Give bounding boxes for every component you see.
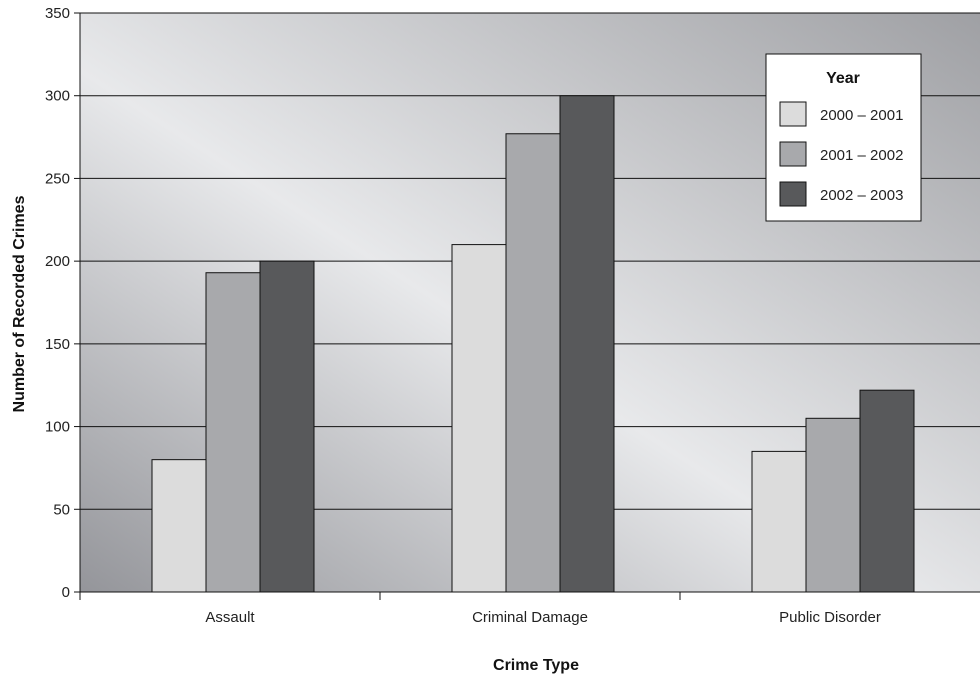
legend: Year 2000 – 2001 2001 – 2002 2002 – 2003 bbox=[765, 53, 922, 222]
y-tick-labels: 0 50 100 150 200 250 300 350 bbox=[45, 5, 70, 601]
y-tick-label-250: 250 bbox=[45, 170, 70, 187]
y-tick-label-100: 100 bbox=[45, 419, 70, 436]
axes bbox=[74, 12, 980, 600]
bar-criminal-damage-series-0 bbox=[451, 244, 507, 593]
bar-assault-series-2 bbox=[259, 260, 315, 593]
bar-public-disorder-series-1 bbox=[805, 417, 861, 593]
y-tick-label-0: 0 bbox=[62, 584, 70, 601]
y-tick-label-200: 200 bbox=[45, 253, 70, 270]
y-tick-label-300: 300 bbox=[45, 88, 70, 105]
y-axis-title: Number of Recorded Crimes bbox=[11, 195, 28, 412]
bar-public-disorder-series-0 bbox=[751, 450, 807, 593]
legend-label-1: 2001 – 2002 bbox=[820, 147, 903, 164]
bar-criminal-damage-series-1 bbox=[505, 133, 561, 593]
legend-swatch-2 bbox=[779, 181, 807, 207]
x-tick-label-public-disorder: Public Disorder bbox=[779, 609, 881, 626]
legend-swatch-1 bbox=[779, 141, 807, 167]
bar-criminal-damage-series-2 bbox=[559, 95, 615, 593]
legend-label-0: 2000 – 2001 bbox=[820, 107, 903, 124]
x-tick-labels: Assault Criminal Damage Public Disorder bbox=[205, 609, 880, 626]
bar-assault-series-1 bbox=[205, 272, 261, 593]
y-tick-label-150: 150 bbox=[45, 336, 70, 353]
legend-swatch-0 bbox=[779, 101, 807, 127]
y-tick-label-350: 350 bbox=[45, 5, 70, 22]
x-tick-label-criminal-damage: Criminal Damage bbox=[472, 609, 588, 626]
bar-assault-series-0 bbox=[151, 459, 207, 593]
x-axis-title: Crime Type bbox=[493, 657, 579, 674]
x-tick-label-assault: Assault bbox=[205, 609, 255, 626]
legend-title: Year bbox=[826, 70, 860, 87]
bar-public-disorder-series-2 bbox=[859, 389, 915, 593]
legend-label-2: 2002 – 2003 bbox=[820, 187, 903, 204]
y-tick-label-50: 50 bbox=[53, 501, 70, 518]
